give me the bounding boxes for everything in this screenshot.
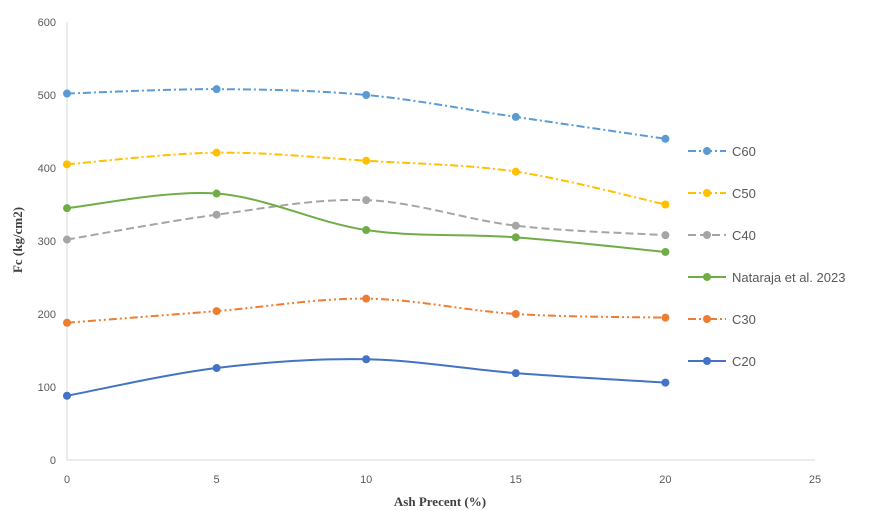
data-point	[63, 89, 71, 98]
data-point	[63, 160, 71, 169]
y-tick-label: 100	[38, 382, 56, 394]
data-point	[511, 233, 520, 242]
data-point	[661, 134, 670, 143]
x-tick-label: 25	[809, 474, 821, 486]
legend-label: C40	[732, 228, 756, 243]
data-point	[661, 231, 670, 240]
legend-marker	[703, 231, 711, 239]
data-point	[362, 91, 371, 99]
y-axis-title: Fc (kg/cm2)	[10, 207, 25, 273]
series-nataraja-et-al-2023	[63, 189, 670, 256]
series-c60	[63, 85, 670, 143]
legend-item-c30: C30	[688, 312, 756, 327]
data-point	[212, 189, 221, 198]
data-point	[661, 247, 670, 256]
legend-item-nataraja-et-al-2023: Nataraja et al. 2023	[688, 270, 845, 285]
data-point	[212, 307, 221, 316]
legend-marker	[703, 189, 711, 197]
legend-marker	[703, 273, 711, 281]
series-c20	[63, 355, 670, 400]
x-tick-label: 15	[510, 474, 522, 486]
data-point	[362, 196, 371, 205]
legend-marker	[703, 147, 711, 155]
legend-item-c20: C20	[688, 354, 756, 369]
y-tick-label: 500	[38, 90, 56, 102]
data-point	[362, 156, 371, 165]
x-axis-title: Ash Precent (%)	[394, 494, 486, 509]
data-point	[63, 318, 71, 327]
series-lines	[63, 85, 670, 400]
legend-marker	[703, 315, 711, 323]
legend-label: Nataraja et al. 2023	[732, 270, 845, 285]
data-point	[212, 210, 221, 219]
data-point	[63, 235, 71, 244]
data-point	[661, 313, 670, 322]
y-tick-label: 400	[38, 163, 56, 175]
data-point	[63, 204, 71, 213]
legend: C60 C50 C40 Nataraja et al. 2023 C30 C20	[688, 144, 845, 369]
series-line	[66, 358, 666, 397]
data-point	[511, 112, 520, 121]
data-point	[63, 391, 71, 400]
data-point	[511, 310, 520, 318]
y-tick-label: 0	[50, 455, 56, 467]
series-c50	[63, 148, 670, 209]
legend-marker	[703, 357, 711, 365]
data-point	[212, 364, 221, 373]
y-axis-ticks: 0 100 200 300 400 500 600	[38, 17, 56, 467]
data-point	[661, 378, 670, 387]
x-tick-label: 10	[360, 474, 372, 486]
x-axis-ticks: 0 5 10 15 20 25	[64, 474, 821, 486]
data-point	[511, 167, 520, 176]
legend-item-c40: C40	[688, 228, 756, 243]
series-c40	[63, 196, 670, 244]
data-point	[511, 369, 520, 378]
data-point	[362, 355, 371, 364]
axes	[66, 22, 815, 461]
x-tick-label: 5	[214, 474, 220, 486]
legend-item-c50: C50	[688, 186, 756, 201]
y-tick-label: 300	[38, 236, 56, 248]
legend-label: C20	[732, 354, 756, 369]
legend-label: C50	[732, 186, 756, 201]
y-tick-label: 200	[38, 309, 56, 321]
data-point	[362, 226, 371, 235]
x-tick-label: 20	[659, 474, 671, 486]
data-point	[511, 221, 520, 230]
data-point	[362, 294, 371, 303]
legend-label: C60	[732, 144, 756, 159]
data-point	[212, 85, 221, 94]
y-tick-label: 600	[38, 17, 56, 29]
series-c30	[63, 294, 670, 327]
data-point	[661, 200, 670, 209]
legend-item-c60: C60	[688, 144, 756, 159]
legend-label: C30	[732, 312, 756, 327]
x-tick-label: 0	[64, 474, 70, 486]
data-point	[212, 148, 221, 157]
